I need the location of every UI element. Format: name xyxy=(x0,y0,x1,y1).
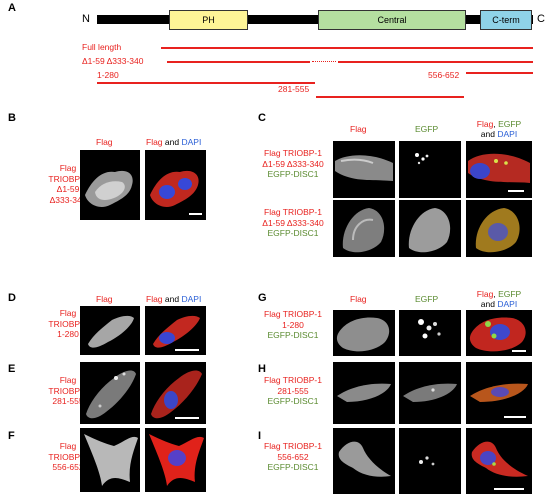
ph-domain: PH xyxy=(169,10,248,30)
micrograph-d-flag xyxy=(80,306,140,355)
construct-line-281-555 xyxy=(316,96,464,98)
scale-bar-b xyxy=(189,213,202,215)
construct-label-1-280: 1-280 xyxy=(97,70,119,80)
header-c-flag: Flag xyxy=(350,124,367,134)
micrograph-h-merge xyxy=(466,362,532,424)
panel-label-b: B xyxy=(8,112,16,124)
scale-bar-i xyxy=(494,488,524,490)
micrograph-b-flag xyxy=(80,150,140,220)
construct-line-1-280 xyxy=(97,82,315,84)
micrograph-b-merge xyxy=(145,150,206,220)
label-e: Flag TRIOBP-1 281-555 xyxy=(48,375,88,406)
micrograph-e-merge xyxy=(145,362,206,424)
construct-label-del: Δ1-59 Δ333-340 xyxy=(82,56,144,66)
label-f: Flag TRIOBP-1 556-652 xyxy=(48,441,88,472)
scale-bar-h xyxy=(504,416,526,418)
header-b-merge: Flag and DAPI xyxy=(146,137,202,147)
label-c2: Flag TRIOBP-1 Δ1-59 Δ333-340 EGFP-DISC1 xyxy=(262,207,324,238)
micrograph-f-merge xyxy=(145,428,206,492)
construct-line-del-2 xyxy=(338,61,533,63)
label-i: Flag TRIOBP-1 556-652 EGFP-DISC1 xyxy=(264,441,322,472)
protein-backbone xyxy=(97,15,533,24)
panel-label-g: G xyxy=(258,292,267,304)
micrograph-d-merge xyxy=(145,306,206,355)
construct-label-full: Full length xyxy=(82,42,122,52)
scale-bar-c xyxy=(508,190,524,192)
construct-line-full xyxy=(161,47,533,49)
scale-bar-g xyxy=(512,350,526,352)
central-domain: Central xyxy=(318,10,466,30)
cterm-domain: C-term xyxy=(480,10,532,30)
label-g: Flag TRIOBP-1 1-280 EGFP-DISC1 xyxy=(264,309,322,340)
construct-line-del-1 xyxy=(167,61,310,63)
micrograph-e-flag xyxy=(80,362,140,424)
micrograph-h-flag xyxy=(333,362,395,424)
label-h: Flag TRIOBP-1 281-555 EGFP-DISC1 xyxy=(264,375,322,406)
scale-bar-e xyxy=(175,417,199,419)
micrograph-c1-flag xyxy=(333,141,395,198)
panel-label-e: E xyxy=(8,363,16,375)
header-b-flag: Flag xyxy=(96,137,113,147)
construct-deletion-gap xyxy=(312,61,336,62)
panel-label-i: I xyxy=(258,430,262,442)
label-d: Flag TRIOBP-1 1-280 xyxy=(48,308,88,339)
header-g-egfp: EGFP xyxy=(415,294,439,304)
micrograph-i-merge xyxy=(466,428,532,494)
header-g-merge: Flag, EGFP and DAPI xyxy=(476,289,522,309)
panel-label-c: C xyxy=(258,112,266,124)
n-terminus-label: N xyxy=(82,13,90,25)
panel-label-f: F xyxy=(8,430,15,442)
micrograph-c2-merge xyxy=(466,200,532,257)
construct-label-281-555: 281-555 xyxy=(278,84,310,94)
micrograph-c1-merge xyxy=(466,141,532,198)
panel-label-a: A xyxy=(8,2,16,14)
label-b: Flag TRIOBP-1 Δ1-59 Δ333-340 xyxy=(48,163,88,205)
header-c-egfp: EGFP xyxy=(415,124,439,134)
micrograph-g-flag xyxy=(333,310,395,356)
label-c1: Flag TRIOBP-1 Δ1-59 Δ333-340 EGFP-DISC1 xyxy=(262,148,324,179)
micrograph-c2-flag xyxy=(333,200,395,257)
micrograph-c2-egfp xyxy=(399,200,461,257)
panel-label-h: H xyxy=(258,363,266,375)
micrograph-h-egfp xyxy=(399,362,461,424)
micrograph-i-flag xyxy=(333,428,395,494)
header-g-flag: Flag xyxy=(350,294,367,304)
scale-bar-d xyxy=(175,349,199,351)
micrograph-c1-egfp xyxy=(399,141,461,198)
construct-line-556-652 xyxy=(466,72,533,74)
micrograph-g-egfp xyxy=(399,310,461,356)
header-c-merge: Flag, EGFP and DAPI xyxy=(476,119,522,139)
header-d-flag: Flag xyxy=(96,294,113,304)
micrograph-g-merge xyxy=(466,310,532,356)
construct-label-556-652: 556-652 xyxy=(428,70,460,80)
micrograph-i-egfp xyxy=(399,428,461,494)
panel-label-d: D xyxy=(8,292,16,304)
header-d-merge: Flag and DAPI xyxy=(146,294,202,304)
micrograph-f-flag xyxy=(80,428,140,492)
c-terminus-label: C xyxy=(537,13,545,25)
